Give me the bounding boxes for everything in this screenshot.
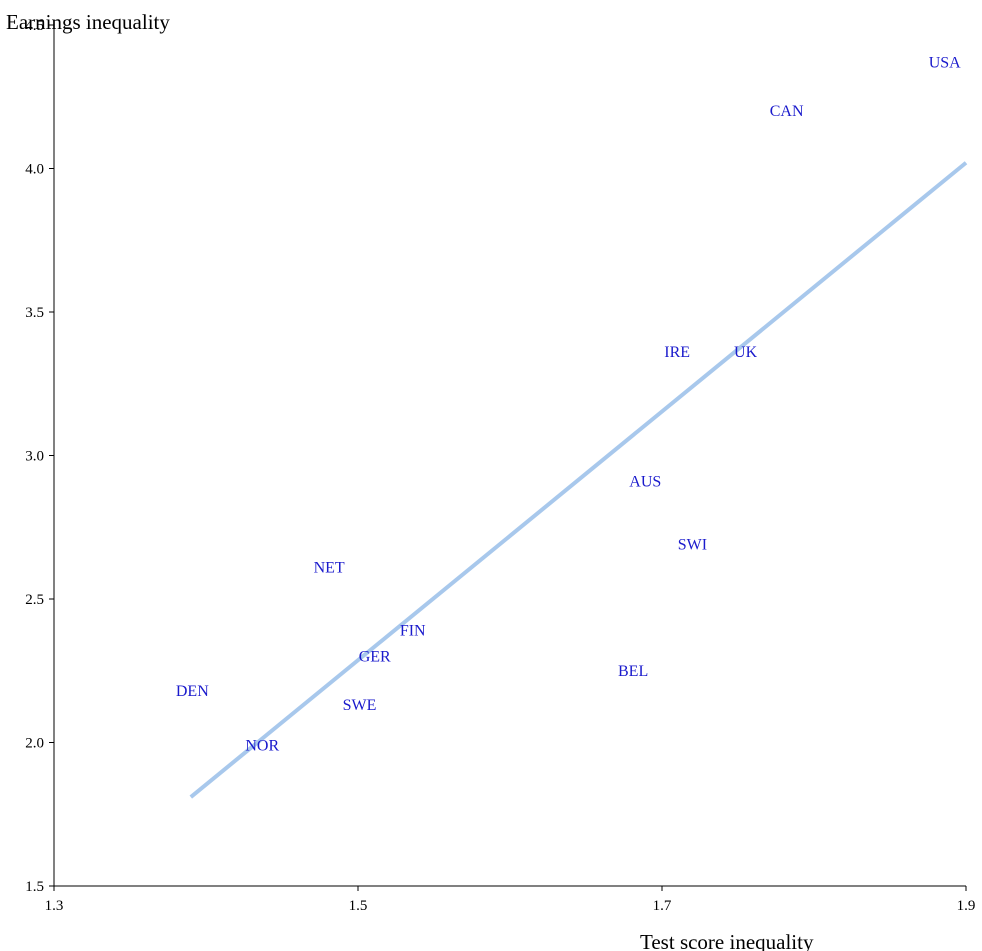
x-tick-label: 1.3 (45, 898, 64, 914)
point-swe: SWE (343, 697, 377, 714)
x-tick-label: 1.9 (957, 898, 976, 914)
trend-line (189, 161, 968, 799)
point-labels: USA CAN IRE UK AUS SWI NET FIN GER BEL DEN SWE NOR (176, 54, 961, 754)
x-tick-label: 1.7 (653, 898, 672, 914)
y-tick-label: 3.0 (25, 449, 44, 465)
axes (53, 25, 966, 887)
point-can: CAN (770, 103, 804, 120)
y-tick-label: 1.5 (25, 879, 44, 895)
point-net: NET (314, 559, 345, 576)
x-tick-label: 1.5 (349, 898, 368, 914)
point-uk: UK (734, 344, 758, 361)
point-swi: SWI (678, 536, 707, 553)
point-ger: GER (359, 648, 391, 665)
tick-labels: 1.52.02.53.03.54.04.51.3 1.5 1.7 1.9 (25, 18, 975, 914)
point-den: DEN (176, 683, 209, 700)
x-axis-title: Test score inequality (640, 930, 814, 951)
point-fin: FIN (400, 623, 426, 640)
point-ire: IRE (664, 344, 690, 361)
point-usa: USA (929, 54, 961, 71)
point-bel: BEL (618, 663, 648, 680)
y-tick-label: 2.0 (25, 736, 44, 752)
y-tick-label: 4.5 (25, 18, 44, 34)
point-nor: NOR (245, 737, 279, 754)
y-tick-label: 4.0 (25, 162, 44, 178)
y-axis-title: Earnings inequality (6, 10, 170, 34)
y-tick-label: 2.5 (25, 592, 44, 608)
tick-marks (49, 24, 967, 891)
y-tick-label: 3.5 (25, 305, 44, 321)
point-aus: AUS (629, 473, 661, 490)
